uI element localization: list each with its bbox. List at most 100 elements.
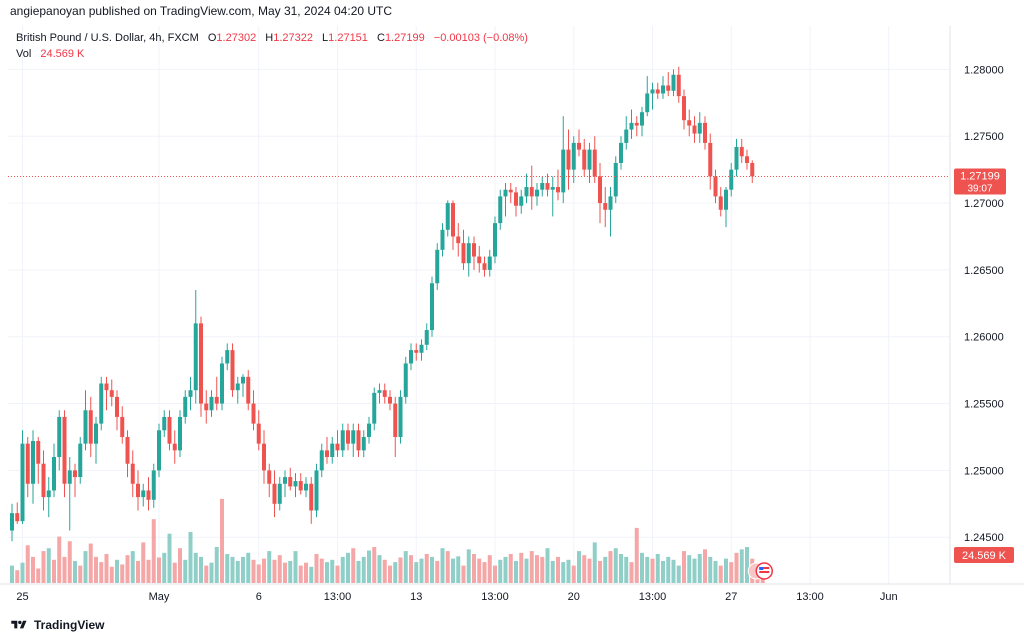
candle-body[interactable] <box>508 189 513 193</box>
candle-body[interactable] <box>524 187 529 197</box>
candle-body[interactable] <box>94 423 98 444</box>
candle-body[interactable] <box>692 125 697 134</box>
candle-body[interactable] <box>136 483 140 498</box>
candle-body[interactable] <box>498 196 503 224</box>
candle-body[interactable] <box>319 450 324 471</box>
candle-body[interactable] <box>550 187 555 190</box>
candle-body[interactable] <box>424 330 429 345</box>
candle-body[interactable] <box>487 256 492 270</box>
candle-body[interactable] <box>566 149 571 170</box>
candle-body[interactable] <box>20 443 25 522</box>
candle-body[interactable] <box>293 481 298 487</box>
candle-body[interactable] <box>514 192 518 206</box>
candle-body[interactable] <box>535 189 539 197</box>
candle-body[interactable] <box>598 176 602 204</box>
candle-body[interactable] <box>456 236 461 244</box>
candle-body[interactable] <box>272 483 277 504</box>
candle-body[interactable] <box>172 443 177 451</box>
candle-body[interactable] <box>745 156 749 163</box>
candle-body[interactable] <box>466 243 471 264</box>
candle-body[interactable] <box>750 162 755 177</box>
candle-body[interactable] <box>193 323 198 391</box>
candle-body[interactable] <box>493 223 497 257</box>
candle-body[interactable] <box>682 96 686 121</box>
candle-body[interactable] <box>62 416 67 484</box>
candle-body[interactable] <box>687 120 692 126</box>
candle-body[interactable] <box>167 416 172 444</box>
candle-body[interactable] <box>361 436 366 451</box>
candle-body[interactable] <box>340 430 345 451</box>
candle-body[interactable] <box>676 74 681 97</box>
candle-body[interactable] <box>46 490 51 498</box>
candle-body[interactable] <box>503 189 508 197</box>
candle-body[interactable] <box>151 470 156 500</box>
candle-body[interactable] <box>671 74 676 91</box>
candle-body[interactable] <box>251 403 256 424</box>
candle-body[interactable] <box>603 203 608 210</box>
candle-body[interactable] <box>73 470 77 478</box>
candle-body[interactable] <box>246 376 251 404</box>
candle-body[interactable] <box>430 283 434 331</box>
candle-body[interactable] <box>267 470 272 484</box>
candle-body[interactable] <box>109 390 114 397</box>
candle-body[interactable] <box>214 396 219 404</box>
candle-body[interactable] <box>739 146 744 157</box>
candle-body[interactable] <box>377 390 382 393</box>
candle-body[interactable] <box>125 436 130 464</box>
candle-body[interactable] <box>661 85 665 94</box>
candle-body[interactable] <box>734 146 739 170</box>
candle-body[interactable] <box>225 350 230 364</box>
candle-body[interactable] <box>414 350 419 353</box>
candle-body[interactable] <box>346 430 350 444</box>
candle-body[interactable] <box>398 396 403 437</box>
candle-body[interactable] <box>561 149 566 193</box>
candle-body[interactable] <box>629 122 634 130</box>
candle-body[interactable] <box>283 477 287 484</box>
candle-body[interactable] <box>445 203 450 230</box>
candle-body[interactable] <box>31 440 35 484</box>
candle-body[interactable] <box>650 89 655 94</box>
candle-body[interactable] <box>545 183 550 190</box>
candle-body[interactable] <box>419 344 424 353</box>
candle-body[interactable] <box>99 383 104 424</box>
candle-body[interactable] <box>645 93 650 113</box>
candle-body[interactable] <box>718 196 723 210</box>
candle-body[interactable] <box>367 423 371 437</box>
candle-body[interactable] <box>335 443 340 451</box>
candle-body[interactable] <box>393 403 398 437</box>
candle-body[interactable] <box>356 430 361 451</box>
candle-body[interactable] <box>104 383 109 391</box>
candle-body[interactable] <box>325 450 329 458</box>
candle-body[interactable] <box>440 229 445 250</box>
candle-body[interactable] <box>703 122 707 143</box>
candle-body[interactable] <box>608 196 613 210</box>
candle-body[interactable] <box>162 416 167 431</box>
candle-body[interactable] <box>199 323 203 404</box>
candle-body[interactable] <box>351 430 356 444</box>
candle-body[interactable] <box>330 443 335 458</box>
candle-body[interactable] <box>409 350 413 364</box>
candle-body[interactable] <box>309 483 314 511</box>
candle-body[interactable] <box>529 187 534 197</box>
candle-body[interactable] <box>592 149 597 177</box>
candle-body[interactable] <box>88 410 93 444</box>
candle-body[interactable] <box>10 513 14 531</box>
candle-body[interactable] <box>241 376 245 384</box>
candle-body[interactable] <box>141 490 146 498</box>
candle-body[interactable] <box>314 470 319 511</box>
candle-body[interactable] <box>57 416 62 458</box>
candle-body[interactable] <box>115 396 119 417</box>
candle-body[interactable] <box>52 457 56 491</box>
candle-body[interactable] <box>461 243 466 264</box>
candle-body[interactable] <box>188 390 193 397</box>
candle-body[interactable] <box>477 256 482 264</box>
candle-body[interactable] <box>666 85 671 91</box>
candle-body[interactable] <box>230 350 235 391</box>
candle-body[interactable] <box>120 416 125 437</box>
candle-body[interactable] <box>482 263 487 270</box>
candle-body[interactable] <box>655 89 660 94</box>
candle-body[interactable] <box>67 470 72 484</box>
candle-body[interactable] <box>277 483 282 504</box>
candle-body[interactable] <box>472 243 476 257</box>
candle-body[interactable] <box>382 390 387 397</box>
